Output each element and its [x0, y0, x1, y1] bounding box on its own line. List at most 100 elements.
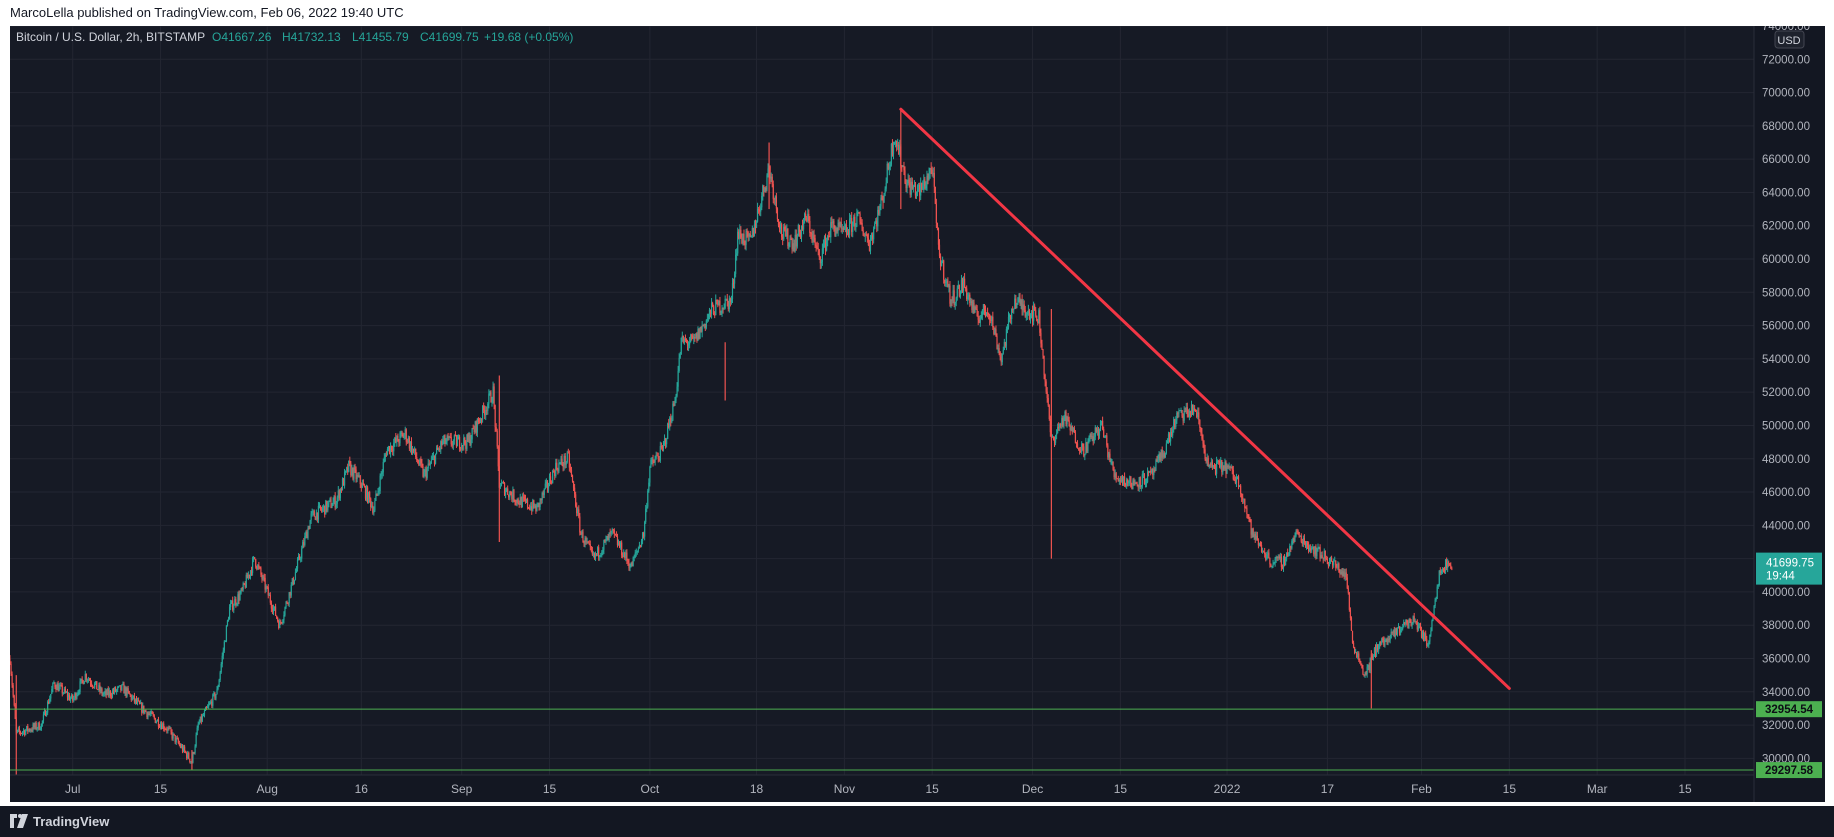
candle-body	[453, 435, 455, 441]
candle-body	[1205, 459, 1207, 462]
candle-body	[731, 283, 734, 300]
candle-body	[150, 711, 152, 714]
candle-body	[66, 692, 69, 698]
ohlc-high: H41732.13	[282, 30, 341, 44]
candle-body	[354, 467, 356, 470]
candle-body	[856, 212, 858, 226]
candle-body	[1107, 445, 1109, 458]
candle-body	[31, 730, 33, 731]
candle-body	[513, 489, 515, 502]
candle-body	[967, 296, 969, 300]
candle-body	[983, 304, 986, 310]
candle-body	[1334, 560, 1336, 562]
candle-body	[1332, 561, 1334, 566]
candle-body	[1441, 568, 1444, 571]
candle-body	[1387, 639, 1389, 643]
candle-body	[347, 467, 349, 472]
candle-body	[1033, 305, 1035, 322]
candle-body	[1287, 552, 1289, 557]
candle-body	[106, 689, 108, 695]
candle-body	[311, 511, 313, 514]
candle-body	[834, 227, 836, 236]
candle-body	[817, 248, 819, 250]
candle-body	[593, 553, 596, 558]
candle-body	[888, 166, 890, 170]
candle-body	[1083, 446, 1085, 456]
candle-body	[742, 233, 744, 244]
candle-body	[1185, 407, 1187, 413]
candle-body	[262, 576, 264, 580]
candle-body	[1022, 304, 1024, 311]
candle-body	[1148, 471, 1150, 473]
candle-body	[245, 574, 247, 588]
candle-body	[1108, 453, 1110, 458]
candle-body	[521, 496, 523, 508]
candle-body	[1258, 544, 1261, 546]
candle-body	[529, 507, 531, 510]
price-axis-label: 58000.00	[1762, 287, 1810, 299]
candle-body	[33, 724, 35, 728]
candle-body	[84, 674, 86, 682]
candle-body	[1291, 541, 1293, 549]
time-axis-label: Oct	[641, 782, 660, 796]
currency-button[interactable]: USD	[1777, 35, 1800, 47]
tradingview-logo-icon[interactable]	[10, 814, 28, 828]
candle-body	[1160, 449, 1162, 461]
tradingview-brand[interactable]: TradingView	[33, 814, 110, 829]
candle-body	[1356, 652, 1358, 658]
candle-body	[12, 685, 14, 696]
candle-body	[214, 692, 216, 699]
candle-body	[692, 335, 694, 339]
candle-body	[1375, 644, 1378, 655]
candle-body	[804, 213, 806, 222]
trendline-group[interactable]	[899, 107, 1511, 690]
candle-body	[411, 448, 414, 453]
candle-body	[790, 238, 792, 240]
candle-body	[958, 284, 960, 297]
candle-body	[1379, 642, 1381, 646]
time-scale-bg[interactable]	[10, 775, 1754, 802]
currency-button-bg[interactable]	[1774, 30, 1805, 49]
candle-body	[737, 231, 739, 254]
candle-body	[88, 679, 91, 681]
candle-body	[220, 663, 222, 673]
candle-body	[666, 438, 668, 445]
candle-body	[1403, 622, 1405, 628]
candle-body	[670, 417, 672, 423]
candle-body	[608, 532, 610, 541]
candle-body	[449, 436, 451, 438]
candle-body	[260, 568, 262, 575]
price-scale-bg[interactable]	[1754, 26, 1825, 802]
candle-body	[1076, 443, 1079, 449]
candle-body	[651, 459, 653, 461]
price-chart[interactable]: 30000.0032000.0034000.0036000.0038000.00…	[9, 21, 1825, 802]
candle-body	[698, 329, 700, 339]
candle-body	[1212, 466, 1215, 467]
support-levels[interactable]	[10, 708, 1754, 771]
candle-body	[853, 216, 855, 222]
candle-body	[1302, 538, 1304, 544]
candle-body	[1378, 645, 1380, 651]
candle-body	[301, 548, 303, 559]
candle-body	[844, 225, 847, 227]
candle-body	[713, 306, 715, 315]
candle-body	[201, 715, 203, 722]
candle-body	[818, 249, 820, 257]
candle-body	[1077, 448, 1080, 450]
candle-body	[289, 592, 291, 596]
candle-body	[42, 714, 45, 721]
candle-body	[44, 710, 47, 717]
candle-body	[1436, 586, 1438, 599]
candle-body	[544, 483, 546, 489]
candle-body	[583, 542, 585, 544]
candle-body	[74, 693, 76, 698]
candle-body	[950, 299, 952, 304]
chart-panel[interactable]: 30000.00 32000.00 34000.00 36000.00 38000.00…	[9, 21, 1825, 802]
candle-body	[98, 685, 100, 690]
candle-body	[728, 298, 730, 310]
candle-body	[547, 485, 550, 489]
candle-body	[893, 143, 896, 145]
candle-body	[923, 179, 925, 187]
candle-body	[132, 695, 134, 698]
candle-body	[1282, 556, 1285, 568]
